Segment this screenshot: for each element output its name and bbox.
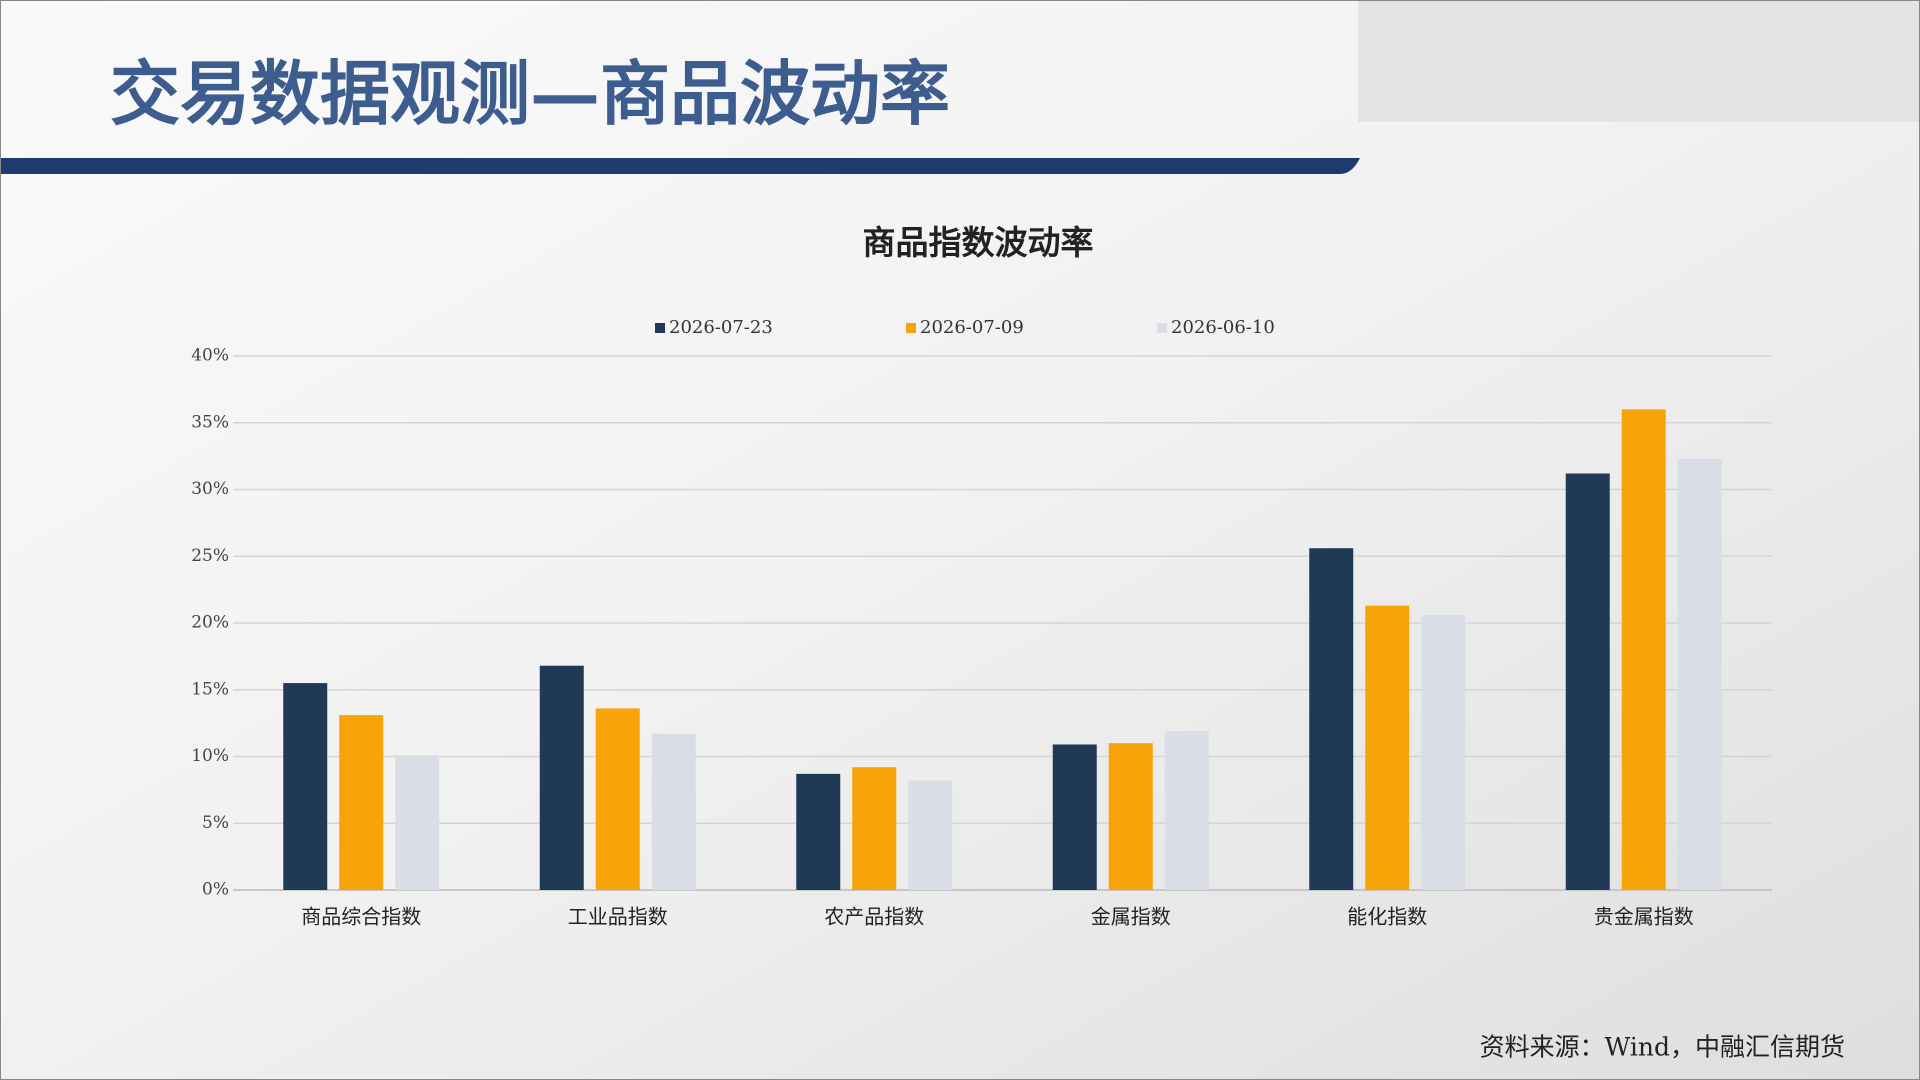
bar <box>1052 744 1097 890</box>
y-tick-label: 40% <box>191 346 229 366</box>
x-tick-label: 农产品指数 <box>824 905 924 929</box>
bar <box>1164 731 1209 890</box>
bar <box>1677 458 1722 890</box>
y-tick-label: 10% <box>191 746 229 766</box>
y-tick-label: 30% <box>191 479 229 499</box>
header-panel <box>1358 0 1920 122</box>
bar <box>852 767 897 890</box>
x-tick-label: 金属指数 <box>1091 905 1171 929</box>
y-tick-label: 25% <box>191 546 229 566</box>
header-bar <box>0 158 1360 174</box>
source: 资料来源：Wind，中融汇信期货 <box>1480 1033 1845 1062</box>
legend-label: 2026-06-10 <box>1171 317 1275 338</box>
legend-marker <box>906 323 916 333</box>
bar <box>796 773 841 890</box>
y-tick-label: 15% <box>191 679 229 699</box>
x-tick-label: 贵金属指数 <box>1594 905 1694 929</box>
bar <box>1309 548 1354 890</box>
chart-title: 商品指数波动率 <box>863 223 1094 262</box>
bar <box>1565 473 1610 890</box>
bar <box>1621 409 1666 890</box>
bar <box>283 683 328 890</box>
y-tick-label: 0% <box>202 880 229 900</box>
x-tick-label: 商品综合指数 <box>301 905 421 929</box>
y-tick-label: 35% <box>191 412 229 432</box>
bar <box>339 715 384 890</box>
bar <box>395 755 440 890</box>
bar <box>651 733 696 890</box>
bar <box>539 665 584 890</box>
bar <box>908 780 953 890</box>
bar <box>1365 605 1410 890</box>
y-tick-label: 20% <box>191 613 229 633</box>
page-title: 交易数据观测—商品波动率 <box>110 52 950 135</box>
x-tick-label: 工业品指数 <box>568 905 668 929</box>
bar <box>1421 614 1466 890</box>
x-tick-label: 能化指数 <box>1347 905 1427 929</box>
bar <box>1108 743 1153 890</box>
legend-marker <box>1157 323 1167 333</box>
legend-label: 2026-07-09 <box>920 317 1024 338</box>
legend-label: 2026-07-23 <box>669 317 773 338</box>
legend-marker <box>655 323 665 333</box>
y-tick-label: 5% <box>202 813 229 833</box>
bar <box>595 708 640 890</box>
